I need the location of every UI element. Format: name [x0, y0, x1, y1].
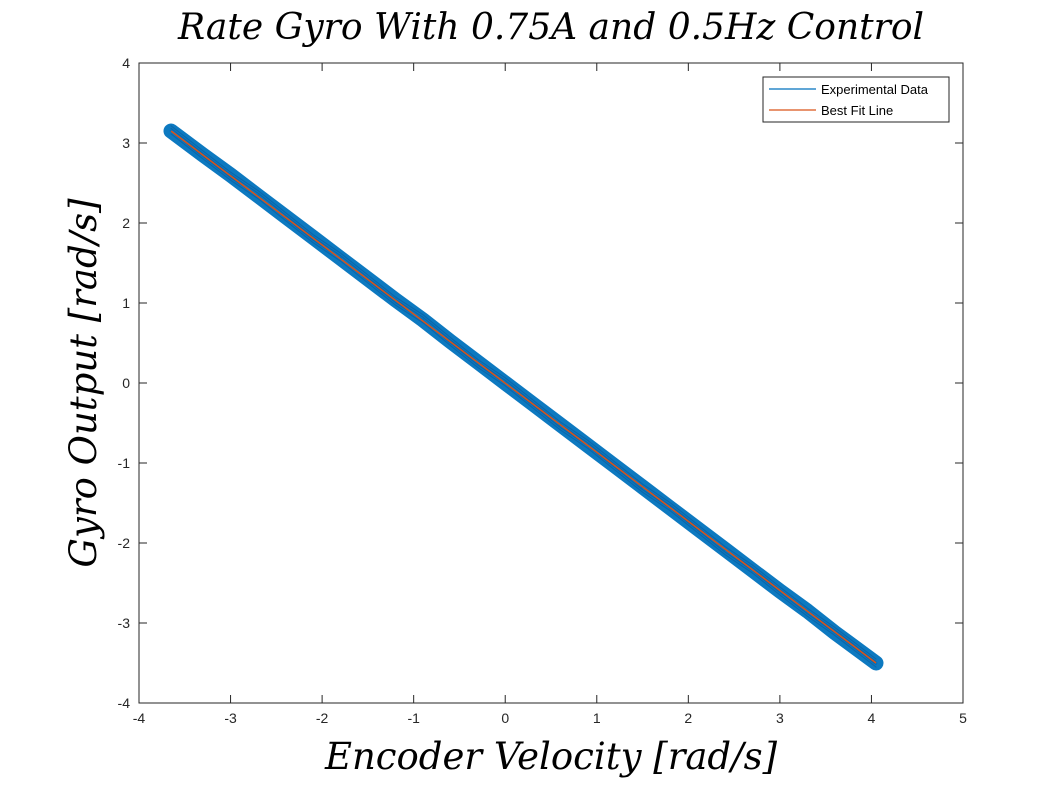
x-tick-label: 3 — [776, 710, 784, 726]
x-tick-label: 2 — [684, 710, 692, 726]
x-tick-label: 0 — [501, 710, 509, 726]
chart-title: Rate Gyro With 0.75A and 0.5Hz Control — [177, 7, 924, 48]
x-ticks: -4 -3 -2 -1 0 1 2 3 4 5 — [133, 63, 967, 726]
y-tick-label: 4 — [122, 55, 130, 71]
y-tick-label: -1 — [118, 455, 131, 471]
series-experimental-data-trace — [170, 127, 877, 663]
legend-label-experimental-data: Experimental Data — [821, 82, 929, 97]
plot-frame — [138, 62, 964, 704]
x-tick-label: 5 — [959, 710, 967, 726]
x-tick-label: -4 — [133, 710, 146, 726]
x-axis-label: Encoder Velocity [rad/s] — [324, 735, 778, 778]
legend: Experimental Data Best Fit Line — [762, 76, 950, 123]
y-tick-label: 3 — [122, 135, 130, 151]
y-tick-label: -2 — [118, 535, 131, 551]
y-tick-label: 0 — [122, 375, 130, 391]
series-layer — [163, 123, 884, 671]
series-best-fit-line — [170, 130, 877, 664]
series-experimental-data-trace — [170, 133, 877, 668]
y-tick-label: 1 — [122, 295, 130, 311]
series-experimental-data-trace — [170, 125, 877, 660]
y-tick-label: -3 — [118, 615, 131, 631]
x-tick-label: 4 — [868, 710, 876, 726]
legend-label-best-fit-line: Best Fit Line — [821, 103, 893, 118]
x-tick-label: -2 — [316, 710, 329, 726]
legend-box — [762, 76, 950, 123]
x-tick-label: -1 — [407, 710, 420, 726]
y-tick-label: 2 — [122, 215, 130, 231]
y-tick-label: -4 — [118, 695, 131, 711]
plot-area: -4 -3 -2 -1 0 1 2 3 4 5 -4 -3 -2 -1 0 1 2 3 4 — [118, 55, 968, 726]
x-tick-label: -3 — [224, 710, 237, 726]
y-ticks: -4 -3 -2 -1 0 1 2 3 4 — [118, 55, 963, 711]
x-tick-label: 1 — [593, 710, 601, 726]
y-axis-label: Gyro Output [rad/s] — [62, 198, 105, 568]
